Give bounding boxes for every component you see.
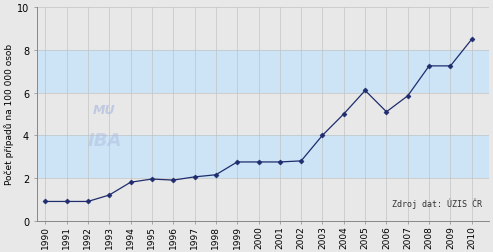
- Text: MU: MU: [93, 104, 116, 117]
- Bar: [36, 51, 489, 93]
- Text: Zdroj dat: ÚZIS ČR: Zdroj dat: ÚZIS ČR: [392, 198, 482, 208]
- Y-axis label: Počet případů na 100 000 osob: Počet případů na 100 000 osob: [4, 44, 14, 185]
- Text: IBA: IBA: [87, 131, 122, 149]
- Bar: [36, 136, 489, 178]
